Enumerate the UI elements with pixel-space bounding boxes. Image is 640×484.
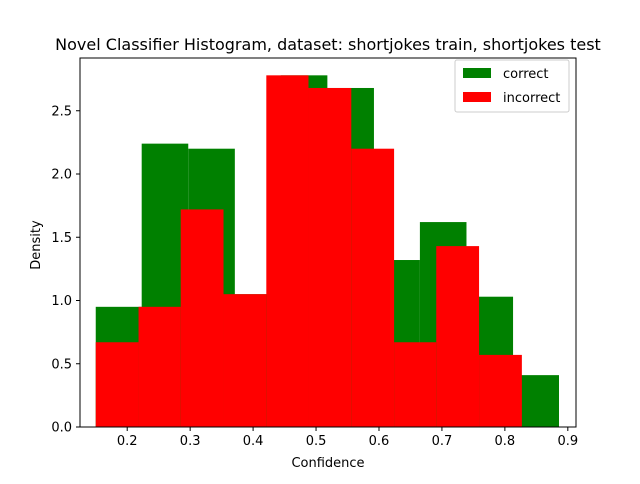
- x-axis-ticks: 0.2 0.3 0.4 0.5 0.6 0.7 0.8 0.9: [117, 427, 578, 449]
- legend: correct incorrect: [454, 59, 570, 113]
- bar-incorrect-5: [308, 87, 352, 427]
- bar-incorrect-8: [436, 246, 480, 427]
- x-tick-label: 0.2: [117, 434, 138, 449]
- bar-incorrect-4: [266, 75, 309, 427]
- bar-incorrect-2: [180, 209, 224, 427]
- x-tick-label: 0.7: [432, 434, 453, 449]
- y-tick-label: 2.5: [51, 104, 72, 119]
- y-axis-label: Density: [29, 220, 44, 270]
- legend-swatch-correct: [463, 68, 491, 78]
- x-tick-label: 0.6: [369, 434, 390, 449]
- y-tick-label: 0.5: [51, 357, 72, 372]
- x-tick-label: 0.8: [495, 434, 516, 449]
- bar-incorrect-9: [479, 354, 522, 427]
- bar-incorrect-0: [95, 342, 139, 427]
- x-tick-label: 0.4: [243, 434, 264, 449]
- bar-incorrect-1: [138, 306, 181, 427]
- bars-layer: [95, 75, 560, 427]
- bar-incorrect-6: [351, 148, 395, 427]
- y-axis-ticks: 0.0 0.5 1.0 1.5 2.0 2.5: [51, 104, 80, 436]
- legend-label-correct: correct: [503, 67, 549, 82]
- x-tick-label: 0.5: [306, 434, 327, 449]
- legend-swatch-incorrect: [463, 92, 491, 102]
- x-axis-label: Confidence: [291, 456, 364, 471]
- bar-incorrect-3: [223, 294, 267, 427]
- chart-title: Novel Classifier Histogram, dataset: sho…: [55, 35, 601, 54]
- y-tick-label: 1.0: [51, 294, 72, 309]
- bar-incorrect-7: [394, 342, 437, 427]
- y-tick-label: 2.0: [51, 168, 72, 183]
- legend-label-incorrect: incorrect: [503, 91, 560, 106]
- y-tick-label: 1.5: [51, 231, 72, 246]
- x-tick-label: 0.3: [180, 434, 201, 449]
- x-tick-label: 0.9: [557, 434, 578, 449]
- plot-frame: [79, 57, 577, 428]
- y-tick-label: 0.0: [51, 421, 72, 436]
